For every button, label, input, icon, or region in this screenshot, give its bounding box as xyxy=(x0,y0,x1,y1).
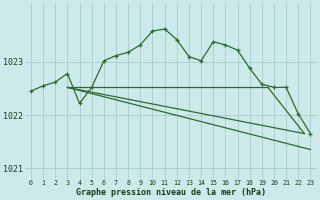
X-axis label: Graphe pression niveau de la mer (hPa): Graphe pression niveau de la mer (hPa) xyxy=(76,188,266,197)
